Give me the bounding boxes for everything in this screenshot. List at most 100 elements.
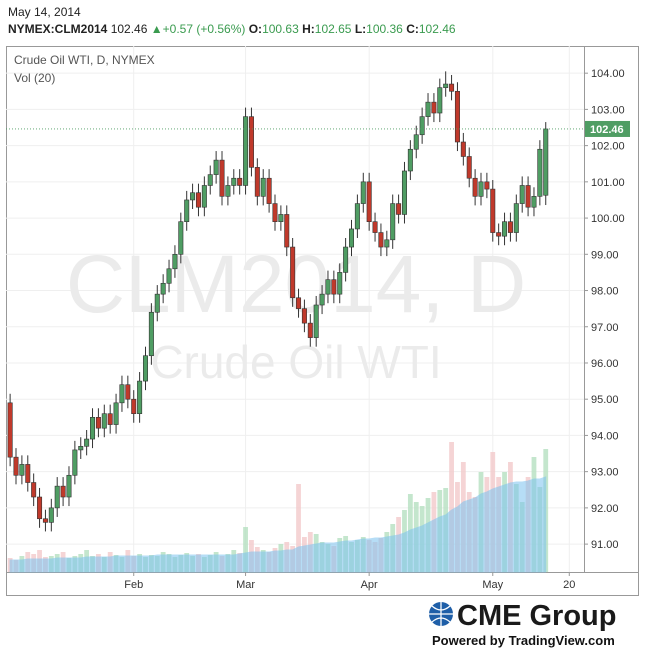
x-tick-label: 20 (563, 579, 575, 591)
candle-body (119, 384, 125, 404)
candle-body (237, 177, 243, 186)
candle-body (366, 181, 372, 222)
symbol: NYMEX:CLM2014 (8, 22, 108, 36)
candle-body (142, 355, 148, 382)
candle-body (543, 128, 549, 196)
candle-body (425, 101, 431, 117)
candle-body (449, 83, 455, 92)
candle-body (178, 221, 184, 255)
candle-body (42, 518, 48, 523)
axes: 91.00 92.00 93.00 94.00 95.00 96.00 97.00 98.00… (6, 68, 630, 591)
candle-body (443, 83, 449, 88)
candle-body (113, 402, 119, 425)
ohlc-value: 100.63 (262, 22, 299, 36)
candle-body (301, 308, 307, 324)
candle-body (472, 177, 478, 197)
candle-body (507, 221, 513, 233)
candle-body (66, 474, 72, 498)
candle-body (84, 438, 90, 447)
ohlc-value: 100.36 (366, 22, 403, 36)
candle-body (184, 199, 190, 222)
ohlc-label: O: (248, 22, 263, 36)
candle-body (296, 297, 302, 309)
candle-body (307, 322, 313, 338)
candle-body (349, 228, 355, 248)
arrow: ▲ (150, 22, 163, 36)
quote-line: NYMEX:CLM2014 102.46 ▲+0.57 (+0.56%) O:1… (8, 22, 456, 36)
volume-bar (449, 442, 454, 572)
volume-pane (7, 442, 549, 573)
grid (6, 46, 584, 572)
candle-body (502, 221, 508, 237)
logo-text: CME Group (457, 600, 617, 632)
candle-body (131, 398, 137, 414)
volume-title: Vol (20) (14, 71, 55, 85)
candle-body (48, 507, 54, 523)
y-tick-label: 91.00 (591, 539, 619, 551)
x-tick-label: Mar (236, 579, 255, 591)
candle-body (160, 282, 166, 295)
frame (6, 46, 639, 596)
candle-body (466, 156, 472, 179)
candle-body (172, 253, 178, 270)
last-price-label: 102.46 (590, 124, 624, 136)
candle-body (525, 185, 531, 208)
candle-body (343, 246, 349, 273)
y-tick-label: 99.00 (591, 249, 619, 261)
y-tick-label: 104.00 (591, 68, 625, 80)
candle-body (231, 177, 237, 186)
candle-body (101, 413, 107, 429)
candle-body (513, 203, 519, 233)
y-tick-label: 96.00 (591, 358, 619, 370)
candle-body (478, 181, 484, 197)
candle-body (207, 174, 213, 186)
candle-body (72, 449, 78, 476)
candle-body (490, 188, 496, 233)
candle-body (243, 116, 249, 186)
candle-body (225, 185, 231, 197)
y-tick-label: 98.00 (591, 286, 619, 298)
candle-body (372, 221, 378, 233)
y-tick-label: 103.00 (591, 104, 625, 116)
candle-body (254, 167, 260, 197)
x-tick-label: Apr (361, 579, 378, 591)
candle-body (137, 380, 143, 414)
candle-body (519, 185, 525, 204)
candle-body (260, 177, 266, 197)
candle-body (484, 181, 490, 190)
candle-body (154, 293, 160, 313)
candle-body (431, 101, 437, 114)
candle-body (95, 417, 101, 429)
candle-body (125, 384, 131, 400)
logo-globe-lines (429, 602, 453, 626)
candle-body (378, 232, 384, 248)
watermark-symbol: CLM2014, D (66, 239, 526, 330)
candle-body (360, 181, 366, 204)
candle-body (213, 159, 219, 175)
watermark-name: Crude Oil WTI (150, 336, 441, 388)
candle-body (107, 413, 113, 425)
last-price: 102.46 (110, 22, 148, 36)
candle-body (25, 464, 31, 483)
change: +0.57 (+0.56%) (162, 22, 246, 36)
candle-body (454, 90, 460, 143)
candle-body (272, 203, 278, 222)
candle-body (437, 87, 443, 114)
volume-bar (243, 527, 248, 572)
candle-body (60, 485, 66, 498)
candle-body (401, 170, 407, 215)
candle-body (201, 185, 207, 208)
date: May 14, 2014 (8, 5, 81, 19)
candle-body (354, 203, 360, 230)
candle-body (396, 203, 402, 215)
y-tick-label: 101.00 (591, 177, 625, 189)
candle-body (313, 304, 319, 338)
candle-body (54, 485, 60, 509)
ohlc-value: 102.46 (418, 22, 456, 36)
candle-body (190, 192, 196, 201)
candle-body (13, 456, 19, 476)
candles (7, 71, 549, 532)
candle-body (90, 417, 96, 440)
candle-body (248, 116, 254, 168)
